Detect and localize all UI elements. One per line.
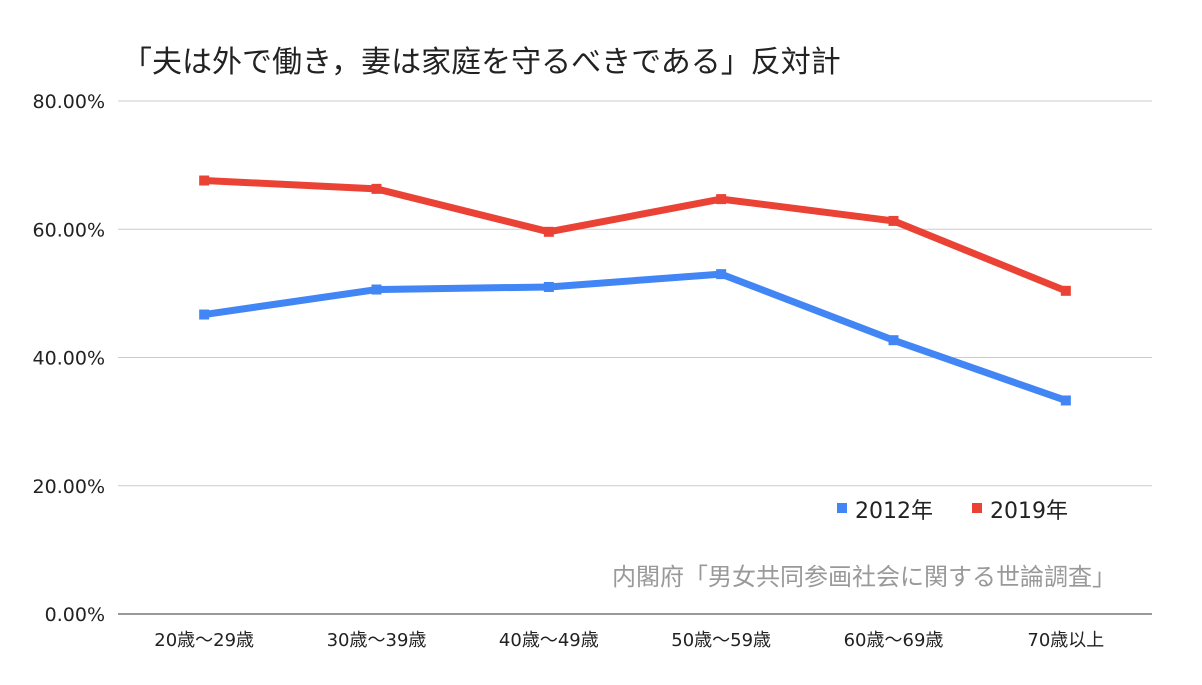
y-tick-label: 20.00% bbox=[33, 476, 105, 498]
x-tick-label: 40歳～49歳 bbox=[499, 630, 599, 651]
y-tick-label: 40.00% bbox=[33, 348, 105, 370]
data-point bbox=[199, 175, 210, 186]
data-point bbox=[716, 269, 727, 280]
x-tick-label: 50歳～59歳 bbox=[671, 630, 771, 651]
series-line-2019年 bbox=[203, 177, 1068, 295]
x-tick-label: 20歳～29歳 bbox=[154, 630, 254, 651]
chart-title: 「夫は外で働き，妻は家庭を守るべきである」反対計 bbox=[122, 45, 841, 80]
data-point bbox=[543, 226, 554, 237]
legend: 2012年 2019年 bbox=[837, 499, 1068, 524]
data-point bbox=[371, 284, 382, 295]
data-point bbox=[1060, 395, 1071, 406]
y-tick-label: 80.00% bbox=[33, 91, 105, 113]
data-point bbox=[1060, 285, 1071, 296]
legend-swatch-2012 bbox=[837, 503, 847, 513]
legend-swatch-2019 bbox=[972, 503, 982, 513]
source-annotation: 内閣府「男女共同参画社会に関する世論調査」 bbox=[612, 563, 1116, 591]
x-tick-label: 60歳～69歳 bbox=[844, 630, 944, 651]
series-line-2012年 bbox=[203, 270, 1067, 404]
y-tick-label: 0.00% bbox=[45, 604, 105, 626]
legend-label-2019: 2019年 bbox=[990, 499, 1068, 524]
data-point bbox=[371, 183, 382, 194]
data-point bbox=[543, 281, 554, 292]
x-tick-label: 70歳以上 bbox=[1027, 630, 1104, 651]
data-point bbox=[199, 309, 210, 320]
x-tick-label: 30歳～39歳 bbox=[327, 630, 427, 651]
data-point bbox=[888, 215, 899, 226]
data-point bbox=[716, 194, 727, 205]
legend-label-2012: 2012年 bbox=[855, 499, 933, 524]
data-point bbox=[888, 335, 899, 346]
y-tick-label: 60.00% bbox=[33, 219, 105, 241]
